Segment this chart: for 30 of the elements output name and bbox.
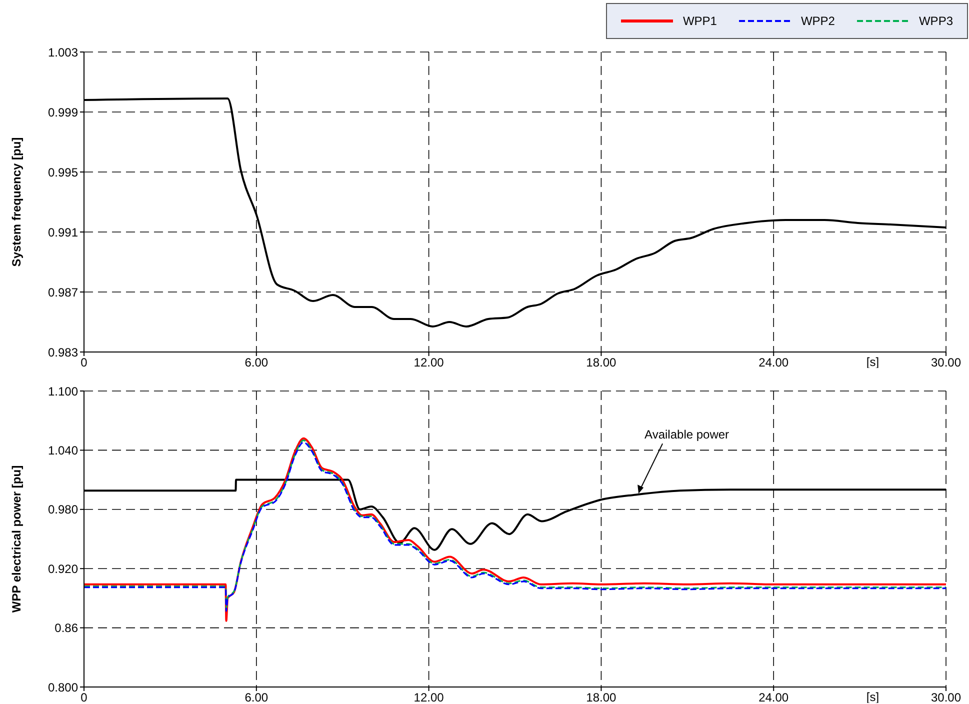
y-tick-label: 0.983	[48, 345, 78, 360]
y-tick-label: 0.920	[48, 562, 78, 576]
legend-label: WPP2	[800, 14, 835, 28]
x-tick-label: 0	[80, 690, 88, 704]
y-tick-label: 0.86	[54, 621, 78, 636]
y-tick-label: 0.999	[48, 105, 78, 120]
x-tick-label: 24.00	[758, 356, 789, 370]
legend-label: WPP1	[682, 14, 717, 28]
x-tick-label: 18.00	[586, 690, 617, 704]
x-tick-label: 12.00	[414, 356, 444, 370]
x-tick-label: 6.00	[244, 690, 268, 704]
x-tick-label: 0	[80, 356, 88, 370]
x-tick-label: 30.00	[930, 690, 962, 704]
y-tick-label: 1.040	[48, 443, 78, 458]
y-tick-label: 0.800	[48, 680, 78, 694]
y-tick-label: 1.100	[48, 384, 78, 398]
x-tick-label: 12.00	[414, 690, 444, 704]
y-tick-label: 0.995	[48, 165, 78, 180]
y-tick-label: 1.003	[48, 45, 78, 60]
x-tick-label: 30.00	[930, 356, 962, 370]
y-axis-title: WPP electrical power [pu]	[9, 465, 24, 613]
y-axis-title: System frequency [pu]	[9, 137, 24, 267]
annotation: Available power	[644, 428, 730, 442]
y-tick-label: 0.991	[48, 225, 78, 240]
x-tick-label: 6.00	[244, 356, 268, 370]
x-tick-label: 24.00	[758, 690, 789, 704]
y-tick-label: 0.980	[48, 502, 78, 517]
x-tick-label: 18.00	[586, 356, 617, 370]
y-tick-label: 0.987	[48, 285, 78, 300]
legend-label: WPP3	[918, 14, 953, 28]
